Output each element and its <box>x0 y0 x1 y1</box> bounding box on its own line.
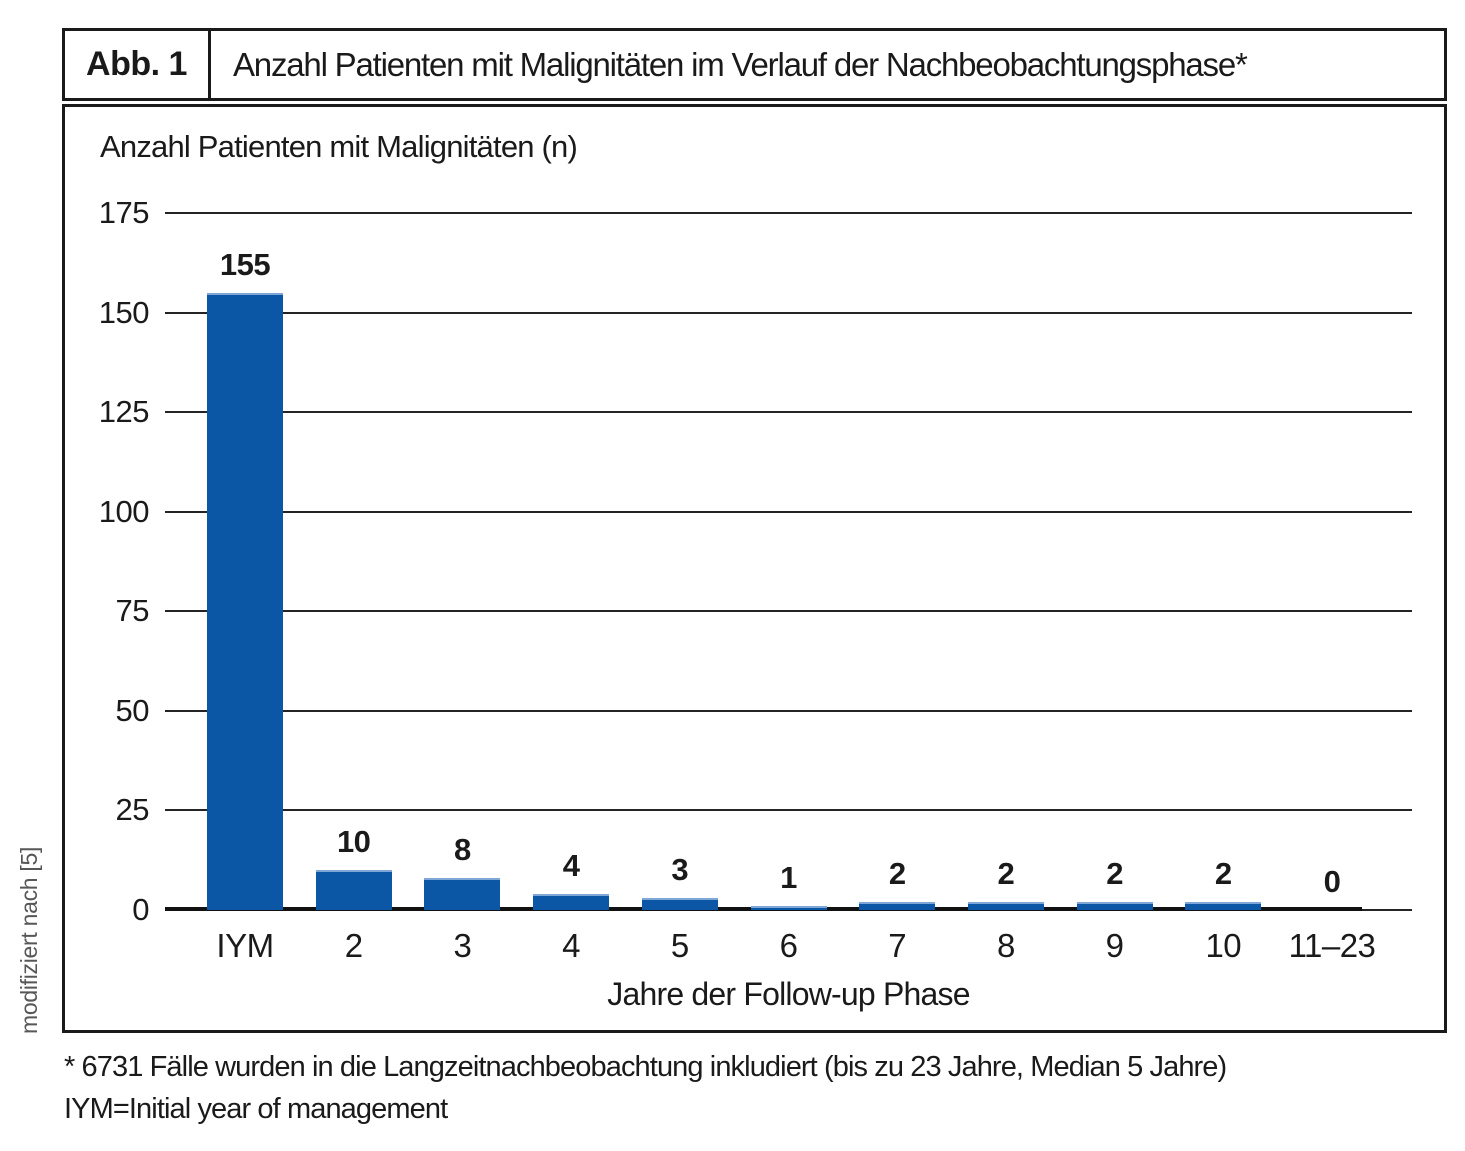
y-tick-label: 0 <box>132 892 149 927</box>
y-axis-title: Anzahl Patienten mit Malignitäten (n) <box>100 129 578 164</box>
y-tick-label: 25 <box>115 792 150 828</box>
bar-9 <box>1076 902 1153 910</box>
bar-5 <box>641 898 718 910</box>
category-label-11–23: 11–23 <box>1288 927 1376 964</box>
y-tick-label: 100 <box>98 493 150 529</box>
footnote-cases: * 6731 Fälle wurden in die Langzeitnachb… <box>64 1051 1227 1083</box>
category-label-2: 2 <box>344 927 363 964</box>
footnote-iym-definition: IYM=Initial year of management <box>64 1093 448 1125</box>
bar-2 <box>315 870 392 910</box>
category-label-IYM: IYM <box>216 927 274 964</box>
y-tick-label: 175 <box>98 195 150 230</box>
value-label-11–23: 0 <box>1323 864 1341 899</box>
value-label-8: 2 <box>997 856 1015 892</box>
category-label-7: 7 <box>888 927 907 964</box>
gridline-100 <box>165 510 1412 513</box>
figure-label: Abb. 1 <box>65 31 211 98</box>
bar-IYM <box>207 292 283 910</box>
bar-8 <box>967 902 1044 910</box>
figure-header: Abb. 1 Anzahl Patienten mit Malignitäten… <box>62 28 1447 101</box>
source-note: modifiziert nach [5] <box>16 846 42 1034</box>
value-label-6: 1 <box>780 860 797 896</box>
gridline-175 <box>165 212 1412 214</box>
category-label-5: 5 <box>670 927 689 964</box>
value-label-IYM: 155 <box>219 246 271 282</box>
value-label-5: 3 <box>671 852 689 888</box>
plot-area: Jahre der Follow-up Phase 175 150 125 100 75… <box>99 195 1412 1012</box>
category-label-6: 6 <box>779 927 798 964</box>
category-label-10: 10 <box>1205 927 1242 964</box>
category-label-8: 8 <box>996 927 1015 964</box>
value-label-2: 10 <box>336 824 371 860</box>
category-label-3: 3 <box>453 927 472 964</box>
value-label-10: 2 <box>1214 856 1232 892</box>
bar-4 <box>533 894 610 910</box>
category-label-9: 9 <box>1105 927 1124 964</box>
gridline-75 <box>165 610 1412 613</box>
bar-6 <box>750 906 827 910</box>
y-tick-label: 50 <box>115 692 150 728</box>
chart-box: Anzahl Patienten mit Malignitäten (n) Ja… <box>62 104 1447 1033</box>
value-label-4: 4 <box>562 848 580 884</box>
gridline-150 <box>165 311 1412 314</box>
gridline-125 <box>165 411 1412 414</box>
y-tick-label: 75 <box>115 593 150 629</box>
figure-box: Abb. 1 Anzahl Patienten mit Malignitäten… <box>62 28 1447 1033</box>
bar-10 <box>1185 902 1262 910</box>
category-label-4: 4 <box>562 927 581 964</box>
value-label-7: 2 <box>888 856 906 892</box>
bar-3 <box>424 878 501 910</box>
y-tick-label: 150 <box>98 294 150 330</box>
footnotes: * 6731 Fälle wurden in die Langzeitnachb… <box>64 1046 1227 1130</box>
bar-7 <box>859 902 936 910</box>
gridline-50 <box>165 709 1412 712</box>
gridline-25 <box>165 809 1412 812</box>
y-tick-label: 125 <box>98 394 150 430</box>
x-axis-title: Jahre der Follow-up Phase <box>607 976 970 1012</box>
value-label-9: 2 <box>1106 856 1123 892</box>
figure-title: Anzahl Patienten mit Malignitäten im Ver… <box>233 45 1248 83</box>
value-label-3: 8 <box>454 832 471 868</box>
